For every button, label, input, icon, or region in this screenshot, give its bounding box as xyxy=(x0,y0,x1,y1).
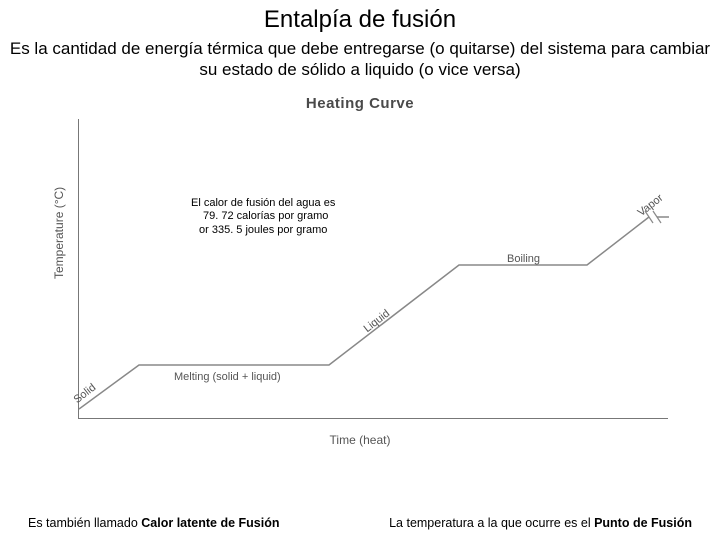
chart-title: Heating Curve xyxy=(306,95,414,112)
heating-curve-chart: Heating Curve Temperature (°C) Time (hea… xyxy=(0,89,720,449)
footer-left: Es también llamado Calor latente de Fusi… xyxy=(28,516,279,530)
page-title: Entalpía de fusión xyxy=(0,0,720,34)
curve-svg xyxy=(79,119,669,419)
footer-left-bold: Calor latente de Fusión xyxy=(141,516,279,530)
footer-right: La temperatura a la que ocurre es el Pun… xyxy=(389,516,692,530)
heating-curve-line xyxy=(79,217,649,409)
footer-right-bold: Punto de Fusión xyxy=(594,516,692,530)
y-axis-label: Temperature (°C) xyxy=(52,186,66,278)
x-axis-label: Time (heat) xyxy=(330,433,391,447)
annotation-line-2: 79. 72 calorías por gramo xyxy=(191,210,361,224)
annotation-line-3: or 335. 5 joules por gramo xyxy=(191,224,361,238)
label-boiling: Boiling xyxy=(507,253,540,265)
plot-area: Solid Melting (solid + liquid) Liquid Bo… xyxy=(78,119,668,419)
label-melting: Melting (solid + liquid) xyxy=(174,371,281,383)
footer: Es también llamado Calor latente de Fusi… xyxy=(0,516,720,530)
footer-right-prefix: La temperatura a la que ocurre es el xyxy=(389,516,594,530)
annotation-line-1: El calor de fusión del agua es xyxy=(191,197,361,211)
description-text: Es la cantidad de energía térmica que de… xyxy=(0,34,720,81)
fusion-annotation: El calor de fusión del agua es 79. 72 ca… xyxy=(191,197,361,238)
footer-left-prefix: Es también llamado xyxy=(28,516,141,530)
